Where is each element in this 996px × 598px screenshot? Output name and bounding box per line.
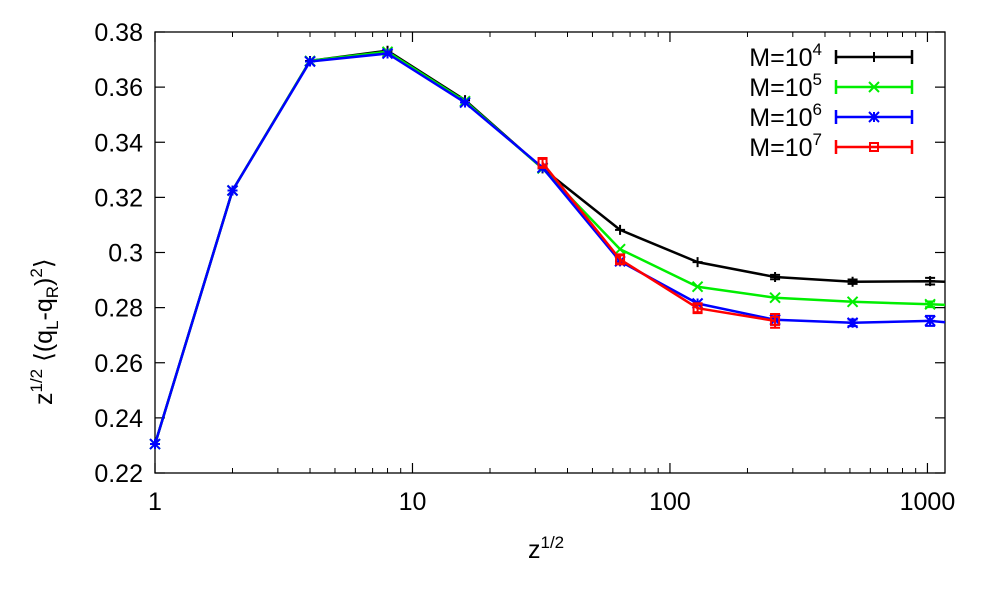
series-line (153, 49, 946, 445)
data-point (614, 243, 626, 255)
data-point (226, 184, 239, 197)
x-tick-label: 1000 (900, 488, 956, 516)
data-point (149, 438, 161, 450)
legend-label: M=105 (749, 70, 822, 102)
data-point (869, 142, 879, 152)
data-point (459, 96, 471, 109)
y-tick-label: 0.28 (94, 295, 143, 323)
y-tick-label: 0.24 (94, 405, 143, 433)
legend-item-1: M=104 (749, 40, 914, 72)
data-point (381, 47, 394, 60)
series-1 (150, 45, 946, 450)
y-tick-label: 0.38 (94, 19, 143, 47)
data-point (924, 298, 936, 311)
x-axis-label: z1/2 (528, 533, 564, 564)
data-point (846, 296, 859, 308)
data-point (869, 52, 879, 62)
y-tick-label: 0.22 (94, 460, 143, 488)
plot-frame (154, 31, 946, 474)
data-point (846, 317, 859, 329)
x-tick-label: 100 (649, 488, 691, 516)
data-point (770, 272, 781, 283)
legend-item-3: M=106 (749, 100, 914, 132)
series-line (153, 50, 946, 445)
y-tick-label: 0.32 (94, 184, 143, 212)
data-point (692, 303, 703, 314)
data-point (537, 157, 548, 168)
series-line (541, 162, 776, 323)
y-tick-label: 0.26 (94, 350, 143, 378)
legend-label: M=104 (749, 40, 822, 72)
data-point (770, 315, 781, 326)
data-point (304, 55, 316, 68)
legend-label: M=106 (749, 100, 822, 132)
data-point (868, 81, 880, 93)
data-point (692, 257, 703, 268)
x-tick-label: 1 (148, 488, 162, 516)
legend-line (834, 140, 914, 154)
data-point (691, 280, 704, 293)
legend-item-2: M=105 (749, 70, 914, 102)
series-layer (149, 45, 946, 450)
x-axis: 1 10 100 1000 (148, 32, 955, 516)
series-2 (149, 46, 946, 450)
y-axis: 0.22 0.24 0.26 0.28 0.3 0.32 0.34 0.36 0.38 (94, 19, 945, 488)
legend-item-4: M=107 (749, 130, 914, 162)
y-tick-label: 0.36 (94, 74, 143, 102)
data-point (847, 276, 858, 287)
series-line (153, 52, 946, 445)
series-3 (149, 47, 946, 450)
series-4 (537, 156, 781, 329)
y-tick-label: 0.34 (94, 129, 143, 157)
x-tick-label: 10 (399, 488, 427, 516)
y-tick-label: 0.3 (108, 240, 143, 268)
y-axis-label: z1/2 ⟨(qL-qR)2⟩ (27, 258, 62, 405)
data-point (769, 291, 781, 304)
data-point (924, 315, 936, 327)
data-point (925, 276, 936, 287)
data-point (615, 254, 626, 265)
data-point (615, 224, 626, 235)
legend-label: M=107 (749, 130, 822, 162)
data-point (868, 111, 880, 123)
